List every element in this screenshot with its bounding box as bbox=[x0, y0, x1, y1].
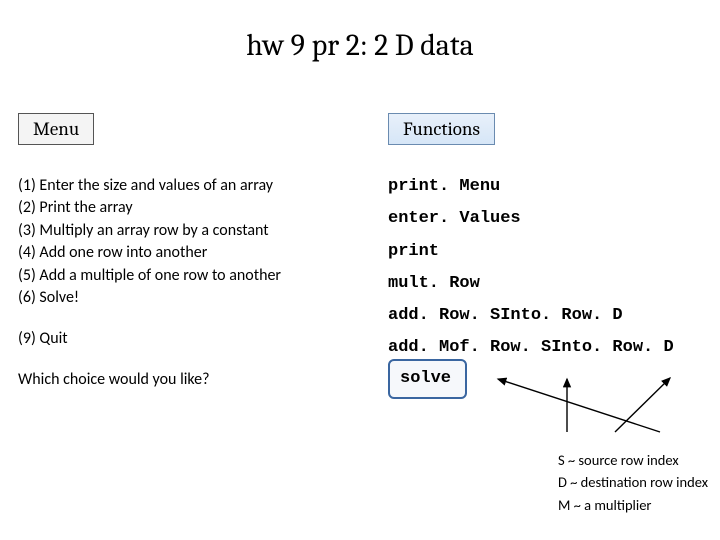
menu-heading-box: Menu bbox=[18, 113, 94, 145]
function-item: print. Menu bbox=[388, 171, 692, 203]
functions-column: Functions print. Menu enter. Values prin… bbox=[388, 113, 692, 405]
menu-item: (5) Add a multiple of one row to another bbox=[18, 265, 388, 287]
menu-item: (1) Enter the size and values of an arra… bbox=[18, 175, 388, 197]
two-column-layout: Menu (1) Enter the size and values of an… bbox=[0, 113, 720, 405]
solve-box: solve bbox=[388, 359, 467, 399]
menu-column: Menu (1) Enter the size and values of an… bbox=[18, 113, 388, 405]
function-item: add. Row. SInto. Row. D bbox=[388, 300, 692, 332]
menu-item: (6) Solve! bbox=[18, 287, 388, 309]
menu-item: (4) Add one row into another bbox=[18, 242, 388, 264]
legend-m: M ~ a multiplier bbox=[558, 494, 708, 516]
menu-prompt: Which choice would you like? bbox=[18, 370, 388, 389]
functions-list: print. Menu enter. Values print mult. Ro… bbox=[388, 171, 692, 405]
function-item: print bbox=[388, 236, 692, 268]
legend-s: S ~ source row index bbox=[558, 449, 708, 471]
functions-heading-box: Functions bbox=[388, 113, 495, 145]
menu-item: (2) Print the array bbox=[18, 197, 388, 219]
menu-item: (3) Multiply an array row by a constant bbox=[18, 220, 388, 242]
function-item: enter. Values bbox=[388, 203, 692, 235]
menu-quit: (9) Quit bbox=[18, 329, 388, 348]
legend-d: D ~ destination row index bbox=[558, 471, 708, 493]
legend: S ~ source row index D ~ destination row… bbox=[558, 449, 708, 516]
menu-list: (1) Enter the size and values of an arra… bbox=[18, 175, 388, 309]
page-title: hw 9 pr 2: 2 D data bbox=[0, 0, 720, 63]
function-item: mult. Row bbox=[388, 268, 692, 300]
